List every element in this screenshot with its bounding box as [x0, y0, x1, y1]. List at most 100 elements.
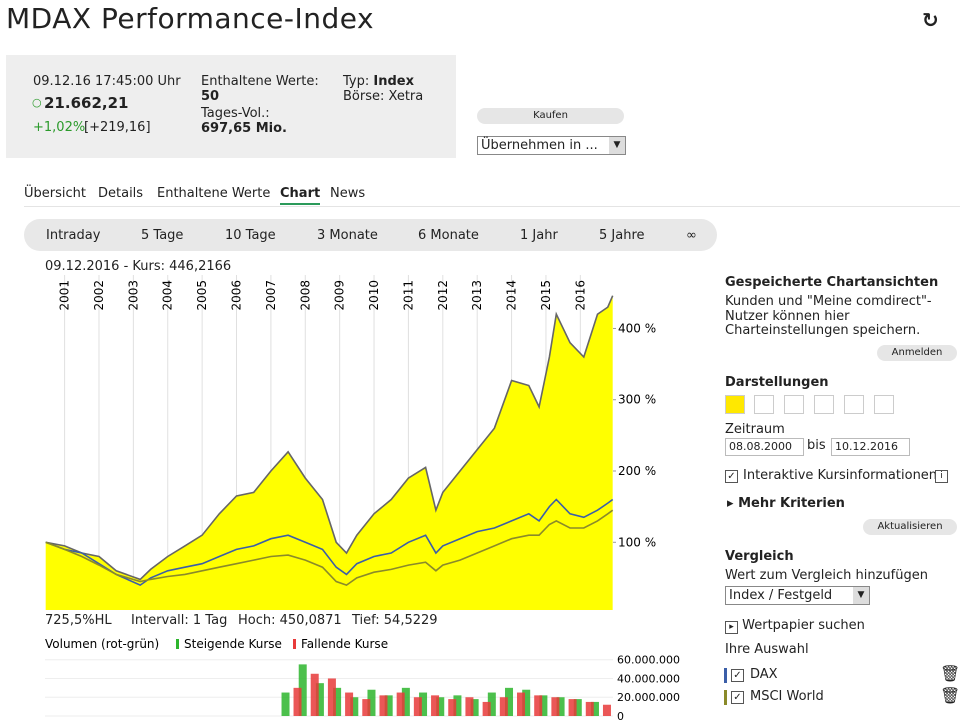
chart-stat: Tief: 54,5229 [352, 613, 438, 628]
x-tick-label: 2016 [573, 280, 587, 311]
volume-bar [362, 699, 371, 716]
volume-bar [401, 687, 410, 716]
volume-bar [590, 701, 599, 716]
volume-bar [499, 697, 508, 716]
volume-bar [315, 683, 324, 716]
y-tick-label: 400 % [618, 321, 656, 335]
type-line: Typ: Index [343, 74, 414, 89]
buy-button[interactable]: Kaufen [477, 108, 624, 124]
line [45, 295, 614, 581]
more-criteria[interactable]: ▸ Mehr Kriterien [727, 496, 845, 511]
tab[interactable]: Übersicht [24, 186, 86, 201]
volume-bar [487, 692, 496, 716]
volume-bar [585, 701, 594, 716]
info-icon[interactable]: i [935, 470, 948, 483]
refresh-button[interactable]: Aktualisieren [863, 519, 957, 535]
tab-divider [24, 206, 960, 207]
period-option[interactable]: 6 Monate [418, 228, 479, 243]
select-arrow: ▼ [609, 137, 625, 154]
period-option[interactable]: ∞ [686, 228, 697, 243]
volume-bar [436, 697, 445, 716]
volume-bar [470, 699, 479, 716]
legend-label: Fallende Kurse [301, 637, 388, 651]
volume-bar [350, 697, 359, 716]
search-link[interactable]: ▸ Wertpapier suchen [725, 618, 865, 634]
y-tick-label: 100 % [618, 535, 656, 549]
selection-checkbox[interactable]: ✓ [731, 669, 744, 682]
compare-title: Vergleich [725, 549, 794, 564]
period-option[interactable]: 10 Tage [225, 228, 276, 243]
date-to[interactable]: 10.12.2016 [831, 438, 910, 456]
more-criteria-text: Mehr Kriterien [738, 496, 845, 511]
tab[interactable]: News [330, 186, 366, 201]
to-label: bis [807, 438, 826, 453]
period-option[interactable]: 5 Jahre [599, 228, 645, 243]
display-title: Darstellungen [725, 375, 829, 390]
chart-type-ohlc[interactable] [814, 395, 834, 414]
holdings-value: 50 [201, 89, 220, 104]
volume-title: Volumen (rot-grün) [45, 637, 159, 651]
saved-text-line: Kunden und "Meine comdirect"- [725, 294, 932, 309]
period-option[interactable]: 1 Jahr [520, 228, 558, 243]
compare-select[interactable]: Index / Festgeld ▼ [725, 586, 870, 605]
refresh-icon[interactable]: ↻ [922, 8, 939, 32]
period-option[interactable]: 5 Tage [141, 228, 184, 243]
exchange-line: Börse: Xetra [343, 89, 423, 104]
up-indicator: ○ [32, 96, 42, 109]
interactive-label: Interaktive Kursinformationen [743, 468, 938, 483]
delete-icon[interactable]: 🗑 [940, 686, 960, 705]
volume-bar [281, 692, 290, 716]
exchange-value: Xetra [388, 89, 424, 104]
chart-type-mountain[interactable] [754, 395, 774, 414]
quote-change-pct: +1,02% [33, 120, 86, 135]
x-tick-label: 2005 [195, 280, 209, 311]
tab[interactable]: Chart [280, 186, 321, 205]
volume-bar [431, 695, 440, 716]
chart-type-candle[interactable] [874, 395, 894, 414]
chart-type-hlc[interactable] [844, 395, 864, 414]
volume-bar [465, 697, 474, 716]
x-tick-label: 2001 [58, 280, 72, 311]
saved-text-line: Nutzer können hier [725, 308, 850, 324]
x-tick-label: 2007 [264, 280, 278, 311]
saved-title: Gespeicherte Chartansichten [725, 275, 939, 290]
chart-type-line[interactable] [725, 395, 745, 414]
chart-info: 09.12.2016 - Kurs: 446,2166 [45, 259, 232, 274]
area [45, 295, 613, 610]
volume-bar [367, 689, 376, 716]
volume-bar [384, 695, 393, 716]
line [45, 509, 614, 586]
volume-bar [413, 697, 422, 716]
period-bar [24, 219, 717, 251]
volume-bar [573, 699, 582, 716]
volume-bar [539, 695, 548, 716]
y-tick-label: 200 % [618, 464, 656, 478]
tab[interactable]: Details [98, 186, 144, 201]
volume-bar [517, 692, 526, 716]
period-option[interactable]: Intraday [46, 228, 101, 243]
x-tick-label: 2004 [161, 280, 175, 311]
selection-color [724, 690, 727, 705]
x-tick-label: 2014 [505, 280, 519, 311]
chart-type-dot[interactable] [784, 395, 804, 414]
volume-bar [556, 697, 565, 716]
type-label: Typ: [343, 74, 370, 89]
volume-bar [333, 687, 342, 716]
volume-bar [505, 687, 514, 716]
legend-label: Steigende Kurse [184, 637, 282, 651]
date-from[interactable]: 08.08.2000 [725, 438, 804, 456]
period-option[interactable]: 3 Monate [317, 228, 378, 243]
selection-checkbox[interactable]: ✓ [731, 691, 744, 704]
interactive-checkbox[interactable]: ✓ [725, 470, 738, 483]
tab[interactable]: Enthaltene Werte [157, 186, 271, 201]
x-tick-label: 2008 [298, 280, 312, 311]
quote-datetime: 09.12.16 17:45:00 Uhr [33, 74, 181, 89]
adopt-select[interactable]: Übernehmen in ... ▼ [477, 136, 626, 155]
y-tick-label: 20.000.000 [617, 691, 680, 704]
legend-swatch [293, 639, 296, 649]
volume-bar [379, 695, 388, 716]
login-button[interactable]: Anmelden [877, 345, 957, 361]
volume-label: Tages-Vol.: [201, 106, 270, 121]
delete-icon[interactable]: 🗑 [940, 664, 960, 683]
